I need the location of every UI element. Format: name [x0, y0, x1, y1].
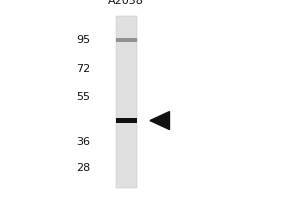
Text: 28: 28: [76, 163, 90, 173]
Bar: [116, 118, 136, 123]
Text: 72: 72: [76, 64, 90, 74]
Text: A2058: A2058: [108, 0, 144, 6]
Text: 55: 55: [76, 92, 90, 102]
Text: 36: 36: [76, 137, 90, 147]
Text: 95: 95: [76, 35, 90, 45]
Bar: [116, 16, 136, 188]
Bar: [116, 38, 136, 42]
Polygon shape: [150, 112, 170, 130]
